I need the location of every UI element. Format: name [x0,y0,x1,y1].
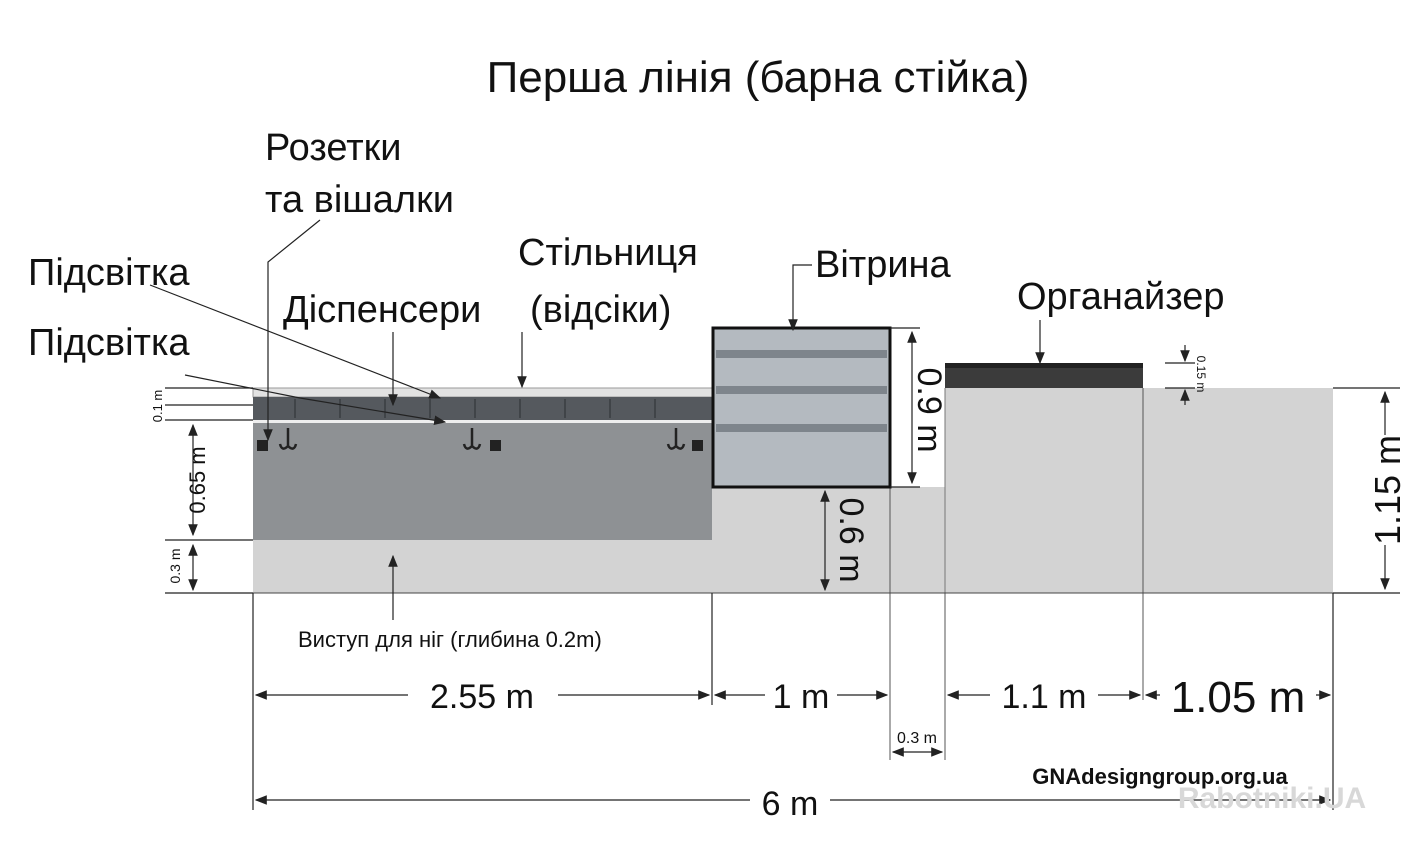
dim-label: 0.9 m [910,367,948,452]
label-countertop: Стільниця [518,232,698,274]
label-countertop: (відсіки) [530,289,671,331]
label-bg [765,678,837,714]
leader [788,264,812,332]
label-bg [750,784,830,820]
site-url: GNAdesigngroup.org.ua [1032,764,1288,789]
label-bg [1160,672,1316,716]
hooks [278,428,686,450]
leader [263,219,321,442]
dim-label: 0.1 m [150,390,165,423]
label-footrest: Виступ для ніг (глибина 0.2m) [298,627,602,652]
dim-label: 0.3 m [897,730,937,747]
dim-label: 0.65 m [185,446,210,513]
countertop-sections [294,399,656,418]
label-bg [990,678,1098,714]
dim-label: 1.15 m [1367,435,1408,545]
dim-label: 1 m [773,678,830,716]
top-strip [252,387,713,398]
dim-label: 1.1 m [1001,678,1086,716]
label-bg [1370,435,1404,545]
footrest [253,540,712,593]
sockets [257,440,703,451]
dim-label: 0.6 m [832,497,870,582]
showcase-base [712,487,945,593]
label-organizer: Органайзер [1017,276,1224,318]
organizer-top [945,363,1143,368]
dim-label: 1.05 m [1171,673,1306,722]
label-lighting: Підсвітка [28,322,190,364]
concrete-panel [253,423,712,540]
dim-lines-left [165,387,253,594]
label-dispensers: Діспенсери [283,289,481,331]
label-sockets: та вішалки [265,179,454,221]
label-lighting: Підсвітка [28,252,190,294]
leader [184,374,447,425]
label-sockets: Розетки [265,127,402,169]
leader [149,284,442,399]
label-showcase: Вітрина [815,244,952,286]
label-bg [408,678,558,714]
watermark: Rabotniki.UA [1178,782,1366,815]
lighting-strip [253,420,712,423]
title: Перша лінія (барна стійка) [487,53,1030,102]
dim-label: 2.55 m [430,678,534,716]
dim-label: 0.3 m [167,548,183,583]
showcase-shelves [716,350,887,432]
dim-label: 0.15 m [1194,356,1208,393]
countertop [253,397,712,420]
storage-block [945,388,1333,593]
dim-label: 6 m [762,785,819,823]
